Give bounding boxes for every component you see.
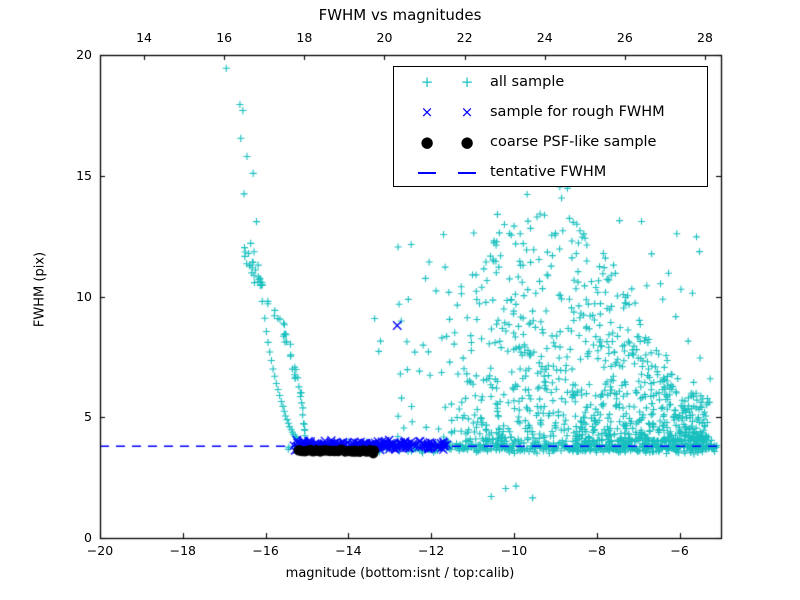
x-tick-label: −20 bbox=[86, 543, 114, 558]
top-tick-label: 22 bbox=[456, 30, 473, 45]
legend-marker-icon: ● bbox=[460, 133, 474, 151]
x-tick-label: −10 bbox=[500, 543, 528, 558]
top-tick-label: 18 bbox=[296, 30, 313, 45]
legend-marker-icon bbox=[456, 157, 478, 187]
legend-label: sample for rough FWHM bbox=[490, 104, 665, 120]
legend-marker-icon: ● bbox=[420, 133, 434, 151]
legend-label: tentative FWHM bbox=[490, 164, 607, 180]
top-tick-label: 24 bbox=[536, 30, 553, 45]
legend-entry[interactable]: ● ● coarse PSF-like sample bbox=[394, 127, 707, 157]
x-tick-label: −8 bbox=[587, 543, 607, 558]
y-tick-label: 5 bbox=[84, 409, 92, 425]
legend-marker-icon: × bbox=[460, 103, 474, 121]
y-tick-label: 10 bbox=[76, 288, 92, 304]
legend-marker-icon: + bbox=[460, 73, 474, 91]
legend-entry[interactable]: tentative FWHM bbox=[394, 157, 707, 187]
y-tick-label: 15 bbox=[76, 167, 92, 183]
legend-entry[interactable]: + + all sample bbox=[394, 67, 707, 97]
top-tick-label: 28 bbox=[697, 30, 713, 45]
top-tick-label: 16 bbox=[216, 30, 233, 45]
x-tick-label: −16 bbox=[252, 543, 279, 558]
legend-entry[interactable]: × × sample for rough FWHM bbox=[394, 97, 707, 127]
legend-marker-icon: + bbox=[420, 73, 434, 91]
y-tick-label: 20 bbox=[76, 47, 92, 62]
top-tick-label: 26 bbox=[616, 30, 633, 45]
legend-marker-icon: × bbox=[420, 103, 434, 121]
y-tick-label: 0 bbox=[84, 530, 92, 545]
top-tick-label: 14 bbox=[136, 30, 153, 45]
x-tick-label: −14 bbox=[335, 543, 362, 558]
legend-box: + + all sample × × sample for rough FWHM ● ● coa… bbox=[393, 66, 708, 187]
legend-label: all sample bbox=[490, 74, 565, 90]
x-tick-label: −6 bbox=[670, 543, 689, 558]
legend-marker-icon bbox=[416, 157, 438, 187]
top-tick-label: 20 bbox=[376, 30, 393, 45]
legend-label: coarse PSF-like sample bbox=[490, 134, 657, 150]
x-tick-label: −12 bbox=[417, 543, 445, 558]
x-tick-label: −18 bbox=[169, 543, 196, 558]
